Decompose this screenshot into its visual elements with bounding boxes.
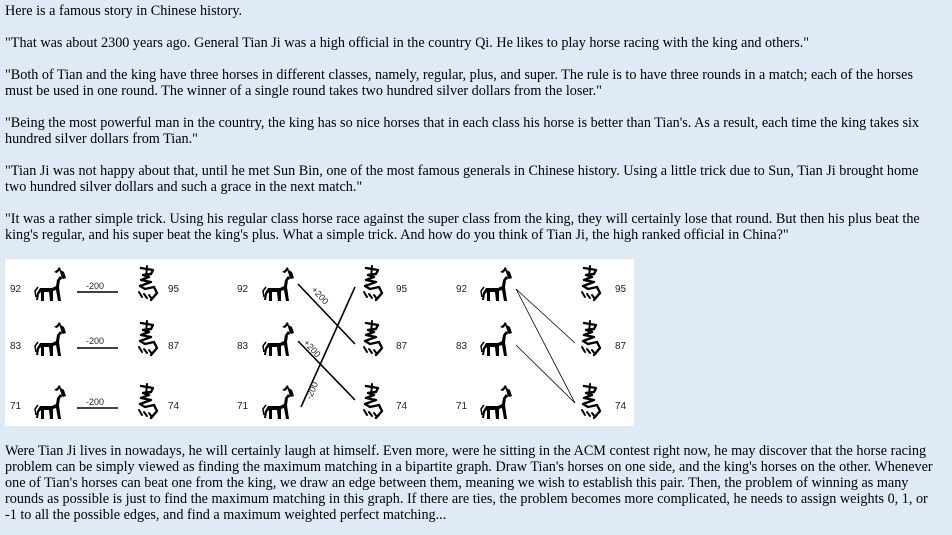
king-horse-icon <box>362 382 384 420</box>
king-horse-icon <box>580 319 602 357</box>
king-speed-label: 87 <box>396 341 408 352</box>
tian-speed-label: 71 <box>10 401 22 412</box>
tian-horse-icon <box>34 321 67 357</box>
king-horse-icon <box>362 319 384 357</box>
king-horse-icon <box>137 264 159 302</box>
graph-edge <box>515 288 576 404</box>
king-horse-icon <box>580 382 602 420</box>
edge-weight-label: -200 <box>86 281 104 291</box>
edge-weight-label: -200 <box>86 397 104 407</box>
edge-weight-label: -200 <box>304 380 320 401</box>
story-paragraph-5: "It was a rather simple trick. Using his… <box>5 211 920 243</box>
intro-paragraph: Here is a famous story in Chinese histor… <box>5 3 243 19</box>
tian-speed-label: 83 <box>10 341 22 352</box>
king-speed-label: 95 <box>396 284 408 295</box>
tian-horse-icon <box>34 384 67 420</box>
story-paragraph-1: "That was about 2300 years ago. General … <box>5 35 810 51</box>
story-paragraph-3: "Being the most powerful man in the coun… <box>5 115 920 147</box>
king-speed-label: 87 <box>615 341 627 352</box>
king-horse-icon <box>580 264 602 302</box>
figure-panel-regular: 92 83 71 95 87 74 -200 -200 -200 <box>10 264 180 420</box>
tian-horse-icon <box>262 321 295 357</box>
king-horse-icon <box>137 319 159 357</box>
king-horse-icon <box>137 382 159 420</box>
graph-edge <box>515 344 576 404</box>
analysis-paragraph: Were Tian Ji lives in nowadays, he will … <box>5 443 933 523</box>
king-speed-label: 95 <box>168 284 180 295</box>
tian-horse-icon <box>34 266 67 302</box>
match-edge <box>297 283 356 345</box>
tian-speed-label: 71 <box>456 401 468 412</box>
tian-speed-label: 83 <box>237 341 249 352</box>
king-speed-label: 74 <box>615 401 627 412</box>
tian-horse-icon <box>480 266 513 302</box>
figure-panel-bipartite-graph: 92 83 71 95 87 74 <box>456 264 627 420</box>
match-edge <box>297 340 356 401</box>
story-paragraph-2: "Both of Tian and the king have three ho… <box>5 67 913 99</box>
king-speed-label: 95 <box>615 284 627 295</box>
king-speed-label: 87 <box>168 341 180 352</box>
king-horse-icon <box>362 264 384 302</box>
tian-speed-label: 92 <box>10 284 22 295</box>
king-speed-label: 74 <box>168 401 180 412</box>
tian-speed-label: 83 <box>456 341 468 352</box>
edge-weight-label: +200 <box>310 285 331 307</box>
tian-horse-icon <box>480 321 513 357</box>
tian-horse-icon <box>480 384 513 420</box>
tian-speed-label: 92 <box>456 284 468 295</box>
graph-edge <box>515 288 576 344</box>
figure-panel-trick: 92 83 71 95 87 74 +200 +200 -200 <box>237 264 408 420</box>
tian-horse-icon <box>262 266 295 302</box>
tian-speed-label: 92 <box>237 284 249 295</box>
horse-matching-figure: 92 83 71 95 87 74 -200 -200 -200 <box>5 259 634 426</box>
edge-weight-label: -200 <box>86 336 104 346</box>
match-edge <box>300 286 356 408</box>
tian-speed-label: 71 <box>237 401 249 412</box>
tian-horse-icon <box>262 384 295 420</box>
story-paragraph-4: "Tian Ji was not happy about that, until… <box>5 163 919 195</box>
king-speed-label: 74 <box>396 401 408 412</box>
